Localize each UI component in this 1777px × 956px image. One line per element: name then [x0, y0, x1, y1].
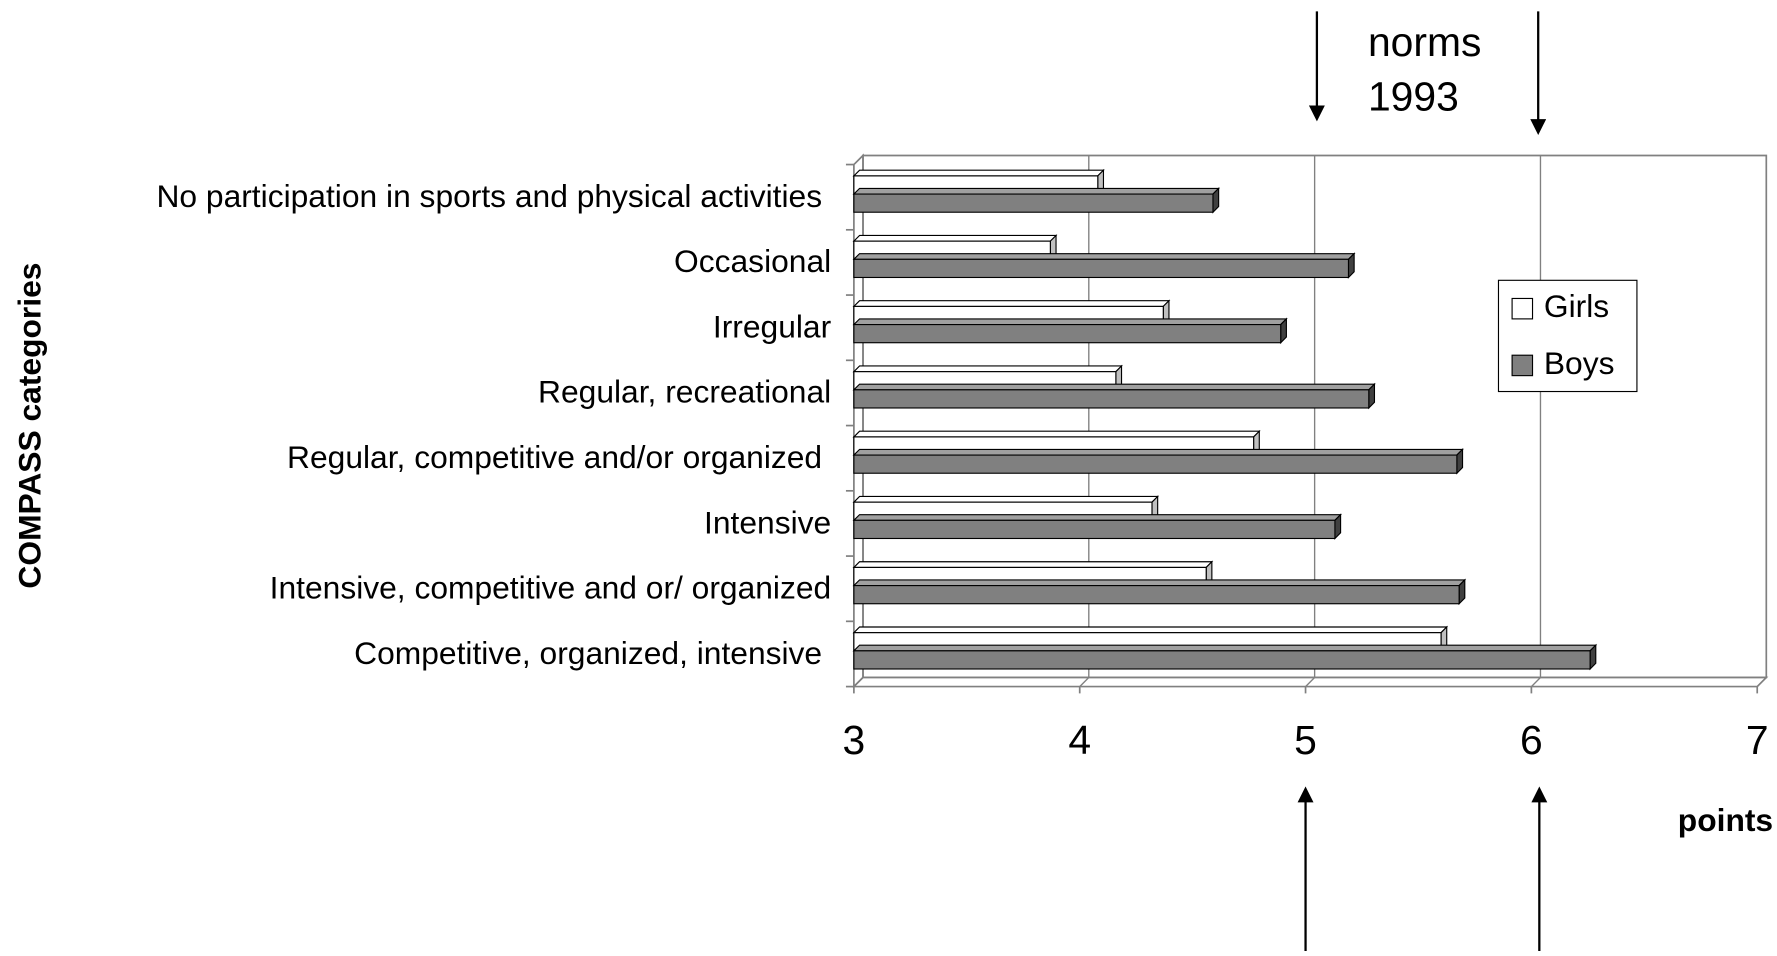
bar-top: [852, 561, 1214, 568]
bar: [852, 187, 1221, 214]
grid-line: [1305, 155, 1316, 688]
bar: [852, 317, 1288, 345]
y-tick-label: Intensive, competitive and or/ organized: [270, 570, 832, 606]
y-tick-label: No participation in sports and physical …: [156, 178, 822, 214]
y-tick-label: Intensive: [704, 504, 831, 540]
y-tick-label: Regular, recreational: [538, 374, 831, 410]
bar-top: [852, 448, 1464, 456]
bar-front: [853, 323, 1282, 344]
bar-front: [853, 519, 1336, 540]
bar-top: [852, 318, 1288, 326]
annotation: norms: [1368, 19, 1481, 65]
bar-top: [852, 495, 1160, 503]
bar-top: [852, 383, 1376, 391]
legend-label: Girls: [1544, 288, 1609, 324]
y-tick-label: Irregular: [713, 308, 832, 344]
legend-swatch: [1511, 354, 1534, 377]
bar-top: [852, 514, 1342, 521]
bar-top: [852, 626, 1449, 634]
x-tick-label: 4: [1068, 717, 1091, 763]
bar: [852, 448, 1464, 475]
bar-top: [852, 187, 1221, 195]
x-tick-label: 5: [1294, 717, 1317, 763]
x-tick-label: 6: [1520, 717, 1543, 763]
bar-top: [852, 300, 1171, 307]
annotation: 1993: [1368, 74, 1459, 120]
norm-arrows: [1297, 11, 1548, 952]
grid-line: [1756, 155, 1767, 688]
bar-top: [852, 253, 1356, 260]
bar-front: [853, 258, 1350, 279]
bar-top: [852, 430, 1261, 438]
bar-front: [853, 193, 1214, 213]
legend-label: Boys: [1544, 345, 1615, 381]
bar: [852, 382, 1376, 410]
y-tick-label: Regular, competitive and/or organized: [287, 439, 822, 475]
bar: [852, 252, 1356, 279]
y-axis-label: COMPASS categories: [12, 263, 48, 589]
bar: [852, 578, 1467, 606]
bar-top: [852, 644, 1598, 652]
bar-front: [853, 389, 1370, 409]
bar: [852, 513, 1342, 540]
bar-front: [853, 585, 1460, 605]
bar-top: [852, 579, 1467, 587]
bar-top: [852, 234, 1058, 242]
bar-front: [853, 650, 1591, 670]
legend-swatch: [1511, 297, 1534, 320]
y-tick-label: Occasional: [674, 243, 831, 279]
x-tick-label: 7: [1746, 717, 1769, 763]
bar-top: [852, 169, 1105, 177]
bar-top: [852, 365, 1123, 373]
bar: [852, 643, 1598, 671]
bar-front: [853, 454, 1458, 474]
y-tick-label: Competitive, organized, intensive: [354, 635, 822, 671]
x-tick-label: 3: [843, 717, 866, 763]
x-axis-label: points: [1678, 802, 1773, 838]
